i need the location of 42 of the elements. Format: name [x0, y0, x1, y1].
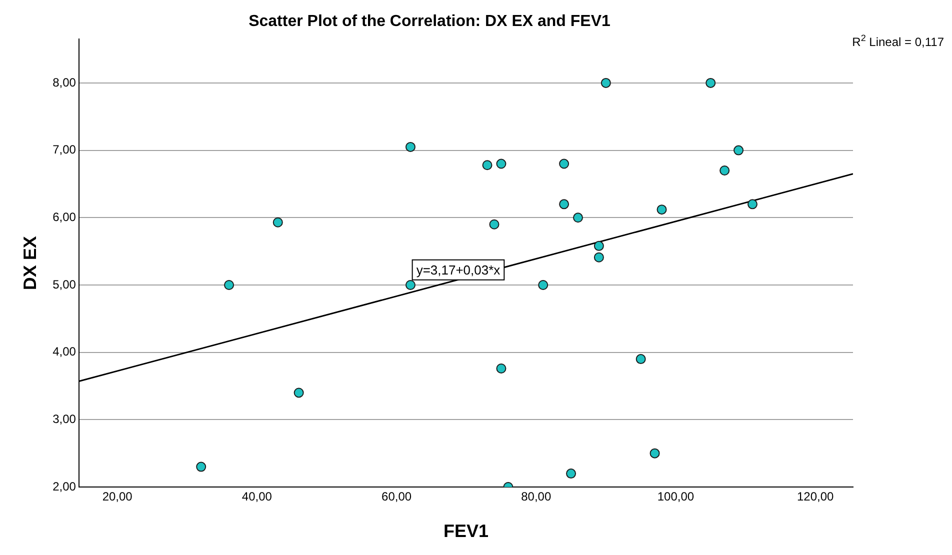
point [720, 166, 730, 176]
x-tick-label: 60,00 [382, 490, 412, 504]
point [196, 462, 206, 472]
point [747, 199, 758, 210]
chart-title: Scatter Plot of the Correlation: DX EX and FEV1 [248, 13, 611, 30]
point [496, 363, 506, 374]
point [706, 78, 716, 88]
point [405, 280, 416, 290]
point [559, 199, 570, 210]
y-tick-label: 5,00 [52, 277, 76, 292]
point [224, 280, 234, 290]
y-tick-label: 3,00 [52, 412, 76, 426]
point [594, 240, 604, 251]
annotation: y=3,17+0,03*x [416, 262, 501, 278]
point [594, 252, 604, 262]
point [482, 160, 492, 170]
point [559, 158, 570, 169]
y-tick-label: 4,00 [52, 344, 76, 359]
x-tick-label: 100,00 [657, 490, 694, 504]
point [573, 212, 583, 223]
y-tick-label: 2,00 [52, 479, 76, 494]
x-tick-label: 20,00 [102, 490, 133, 504]
y-axis-title: DX EX [20, 236, 40, 290]
point [489, 219, 500, 230]
y-tick-label: 6,00 [52, 210, 76, 224]
point [294, 388, 304, 398]
x-tick-label: 120,00 [796, 490, 834, 504]
x-axis-title: FEV1 [443, 521, 488, 542]
point [734, 145, 744, 156]
y-tick-label: 7,00 [52, 142, 76, 157]
point [405, 142, 416, 152]
point [272, 217, 283, 228]
point [566, 468, 576, 479]
y-tick-label: 8,00 [52, 75, 76, 90]
point [600, 78, 611, 88]
point [538, 280, 548, 290]
x-tick-label: 40,00 [242, 490, 272, 504]
point [650, 448, 660, 458]
x-tick-label: 80,00 [521, 490, 552, 504]
point [496, 158, 506, 169]
point [656, 204, 667, 215]
point [636, 354, 646, 364]
